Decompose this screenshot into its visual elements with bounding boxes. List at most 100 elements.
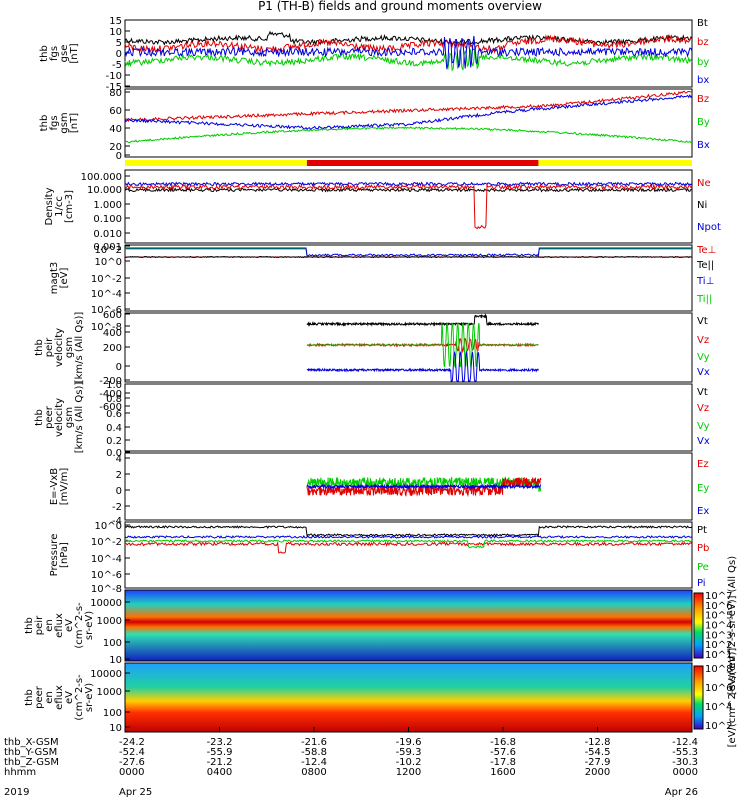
colorbar xyxy=(693,665,704,730)
y-axis-label: sr-eV) xyxy=(84,683,95,712)
x-row-label: thb_X-GSM xyxy=(4,737,59,748)
y-axis-label: gsm xyxy=(64,407,75,428)
trace-bz xyxy=(124,90,693,123)
y-axis-label: E=-VxB xyxy=(49,468,60,505)
panel-efield: 4 2 0 -2 -4 E=-VxB [mV/m] Ez Ey Ex xyxy=(49,452,709,527)
y-tick-label: 10^2 xyxy=(95,245,122,256)
legend-entry: Pb xyxy=(697,543,709,554)
legend-entry: Ti|| xyxy=(696,294,712,305)
panel-frame xyxy=(124,521,693,589)
y-axis-label: (cm^2-s- xyxy=(74,602,85,649)
legend-entry: Vy xyxy=(697,421,710,432)
y-axis-label: [nT] xyxy=(69,43,80,63)
y-tick-label: 2 xyxy=(116,470,122,481)
y-tick-label: 1000 xyxy=(97,687,122,698)
y-tick-label: 10^-4 xyxy=(91,554,122,565)
legend-entry: Ex xyxy=(697,506,709,517)
panel-frame xyxy=(124,589,693,662)
legend-entry: Vz xyxy=(697,335,709,346)
y-tick-label: 100.000 xyxy=(81,172,122,183)
x-tick-label: -12.4 xyxy=(301,757,327,768)
chart-title: P1 (TH-B) fields and ground moments over… xyxy=(258,0,542,13)
y-tick-label: 0 xyxy=(116,362,122,373)
y-tick-label: 10 xyxy=(109,27,122,38)
panel-density: 100.000 10.000 1.000 0.100 0.010 0.001 Density… xyxy=(44,169,721,253)
trace-ti-perp xyxy=(125,247,692,257)
y-axis-label: 1/cc xyxy=(54,196,65,217)
legend-entry: bz xyxy=(697,37,709,48)
y-axis-label: peir xyxy=(34,615,45,635)
x-tick-label: -21.2 xyxy=(207,757,233,768)
y-tick-label: 10^-8 xyxy=(91,584,122,595)
legend-entry: Pi xyxy=(697,578,706,589)
y-tick-label: 0.2 xyxy=(106,436,122,447)
x-row-label: thb_Y-GSM xyxy=(4,747,57,758)
legend-entry: Vx xyxy=(697,436,710,447)
y-axis-label: thb xyxy=(39,45,50,62)
colorbar-tick-label: 10^4 xyxy=(705,702,732,713)
y-tick-label: -4 xyxy=(112,516,122,527)
y-axis-label: velocity xyxy=(54,398,65,437)
trace-pi xyxy=(124,534,693,539)
x-tick-label: -55.9 xyxy=(207,747,233,758)
x-row-label: hhmm xyxy=(4,767,36,778)
x-tick-label: 0000 xyxy=(673,767,698,778)
trace-vx xyxy=(306,350,539,382)
legend-entry: Vy xyxy=(697,352,710,363)
trace-vt xyxy=(306,313,539,327)
legend-entry: Pt xyxy=(697,525,707,536)
y-tick-label: 10^-8 xyxy=(91,322,122,333)
trace-bx xyxy=(124,94,693,130)
y-axis-label: thb xyxy=(24,617,35,634)
y-axis-label: [eV] xyxy=(59,268,70,289)
legend-entry: Ey xyxy=(697,483,709,494)
x-tick-label: -12.4 xyxy=(672,737,698,748)
legend-entry: Vz xyxy=(697,403,709,414)
x-tick-label: -59.3 xyxy=(396,747,422,758)
spectrogram-image xyxy=(125,663,692,732)
y-tick-label: 5 xyxy=(116,38,122,49)
y-tick-label: 10 xyxy=(109,723,122,734)
panel-peer_vel: 1.0 0.8 0.6 0.4 0.20.0 thb peer velocity gsm [km/… xyxy=(34,380,710,459)
y-tick-label: 40 xyxy=(109,124,122,135)
y-axis-label: gsm xyxy=(64,337,75,358)
y-axis-label: [mV/m] xyxy=(59,468,70,506)
y-tick-label: -200 xyxy=(99,376,122,387)
mode-bar-segment xyxy=(125,160,307,166)
legend-entry: Bz xyxy=(697,94,709,105)
x-row-label: thb_Z-GSM xyxy=(4,757,59,768)
colorbar-tick-label: 10^6 xyxy=(705,683,732,694)
x-tick-label: -27.9 xyxy=(585,757,611,768)
x-tick-label: -23.2 xyxy=(207,737,233,748)
x-tick-label: 0400 xyxy=(207,767,232,778)
y-axis-label: fgs xyxy=(49,46,60,61)
trace-ne xyxy=(124,183,693,230)
colorbar-label: [eV/(cm^2-s-sr-eV)] xyxy=(727,648,738,748)
y-tick-label: -400 xyxy=(99,389,122,400)
y-tick-label: -15 xyxy=(106,82,122,93)
y-tick-label: 600 xyxy=(103,310,122,321)
x-tick-label: 2000 xyxy=(585,767,610,778)
trace-bt xyxy=(124,30,693,47)
y-tick-label: 10^-2 xyxy=(91,537,122,548)
y-axis-label: peir xyxy=(44,337,55,357)
panel-peer_spec: 10000 1000 100 10 thb peer en eflux eV (cm^2-s-sr… xyxy=(24,648,738,748)
y-axis-label: thb xyxy=(39,115,50,132)
legend-entry: Vx xyxy=(697,367,710,378)
trace-bx xyxy=(124,35,693,70)
x-tick-label: -57.6 xyxy=(490,747,516,758)
trace-pe xyxy=(124,539,693,549)
y-axis-label: [nPa] xyxy=(59,542,70,568)
y-axis-label: thb xyxy=(24,689,35,706)
colorbar-tick-label: 10^6 xyxy=(705,601,732,612)
y-tick-label: 0 xyxy=(116,49,122,60)
panel-frame xyxy=(124,169,693,244)
panel-frame xyxy=(124,88,693,158)
y-tick-label: 10^-4 xyxy=(91,289,122,300)
date-label: Apr 26 xyxy=(665,787,698,798)
colorbar-tick-label: 10^2 xyxy=(705,640,732,651)
y-tick-label: 0.6 xyxy=(106,409,122,420)
panel-frame xyxy=(124,244,693,312)
y-tick-label: -2 xyxy=(112,502,122,513)
y-tick-label: 0.100 xyxy=(93,214,122,225)
